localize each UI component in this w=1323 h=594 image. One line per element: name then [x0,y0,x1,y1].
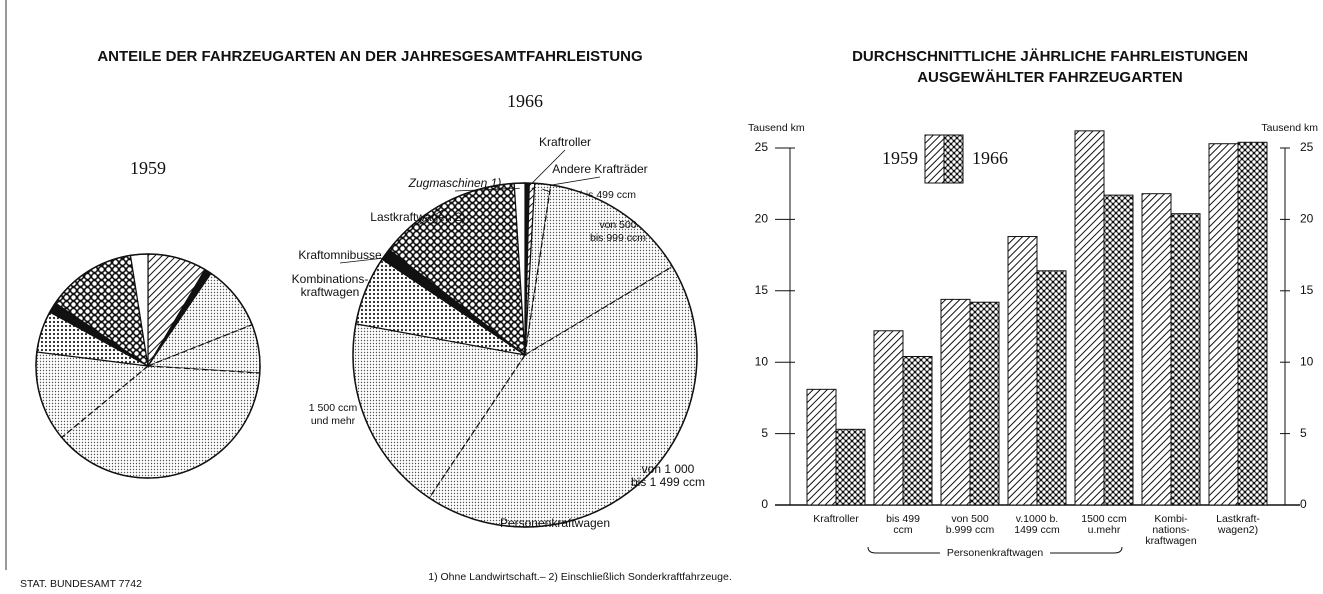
bar [1036,270,1067,506]
pie-label: und mehr [311,415,356,427]
pie-label: Lastkraftwagen 2) [370,210,465,224]
pie-label: Kraftroller [539,135,591,149]
bar [1170,213,1201,506]
leader-line [339,256,390,264]
pie-outline [352,182,698,528]
y-axis-label: Tausend km [748,122,805,134]
bar [902,355,933,506]
y-tick-label: 5 [761,426,768,440]
bar [1007,236,1038,506]
x-tick-label: Kombi- [1154,513,1188,525]
y-tick-label: 25 [755,140,769,154]
chart-title: DURCHSCHNITTLICHE JÄHRLICHE FAHRLEISTUNG… [852,48,1248,65]
bar [1103,194,1134,506]
chart-title: AUSGEWÄHLTER FAHRZEUGARTEN [917,69,1183,86]
x-tick-label: b.999 ccm [946,524,995,536]
y2-tick-label: 20 [1300,212,1314,226]
x-tick-label: 1500 ccm [1081,513,1127,525]
bar [873,330,904,506]
legend-swatch [943,134,964,184]
pie-label: bis 999 ccm [590,232,646,244]
y2-tick-label: 15 [1300,283,1314,297]
bar [940,298,971,506]
group-bracket [867,546,1123,554]
y-tick-label: 15 [755,283,769,297]
y2-tick-label: 5 [1300,426,1307,440]
leader-line [526,149,566,189]
pie-label: Andere Krafträder [552,162,647,176]
x-tick-label: Kraftroller [813,513,859,525]
legend-label: 1959 [882,148,918,168]
pie-label: Zugmaschinen 1) [408,176,502,190]
y2-tick-label: 10 [1300,354,1314,368]
y-tick-label: 10 [755,354,769,368]
x-tick-label: ccm [893,524,913,536]
pie-year: 1959 [130,158,166,178]
leader-line [417,207,448,226]
x-tick-label: kraftwagen [1145,535,1197,547]
chart-title: ANTEILE DER FAHRZEUGARTEN AN DER JAHRESG… [97,48,642,65]
bar [806,388,837,506]
pie-label: Kraftomnibusse [298,248,382,262]
y-tick-label: 0 [761,497,768,511]
bar [1237,141,1268,506]
x-tick-label: u.mehr [1088,524,1121,536]
group-label: Personenkraftwagen [500,516,610,530]
y2-axis-label: Tausend km [1261,122,1318,134]
bar [1141,193,1172,506]
x-tick-label: wagen2) [1217,524,1258,536]
pie-label: von 500 [599,219,637,231]
y2-tick-label: 25 [1300,140,1314,154]
pie-label: 1 500 ccm [309,402,358,414]
pie-outline [35,253,261,479]
pie-year: 1966 [507,91,543,111]
leader-line [454,187,520,192]
bar [1208,143,1239,506]
group-label: Personenkraftwagen [947,547,1043,559]
source: STAT. BUNDESAMT 7742 [20,578,142,590]
y2-tick-label: 0 [1300,497,1307,511]
x-tick-label: von 500 [951,513,989,525]
pie-label: kraftwagen [301,285,360,299]
pie-label: bis 1 499 ccm [631,475,705,489]
pie-label: von 1 000 [642,462,695,476]
x-tick-label: 1499 ccm [1014,524,1060,536]
footnote: 1) Ohne Landwirtschaft.– 2) Einschließli… [428,571,732,583]
x-tick-label: nations- [1152,524,1190,536]
x-tick-label: Lastkraft- [1216,513,1260,525]
x-tick-label: v.1000 b. [1016,513,1058,525]
legend-swatch [924,134,945,184]
bar [969,301,1000,506]
bar [835,428,866,506]
legend-label: 1966 [972,148,1008,168]
y-tick-label: 20 [755,212,769,226]
pie-label: Kombinations- [292,272,369,286]
x-tick-label: bis 499 [886,513,920,525]
bar [1074,130,1105,506]
